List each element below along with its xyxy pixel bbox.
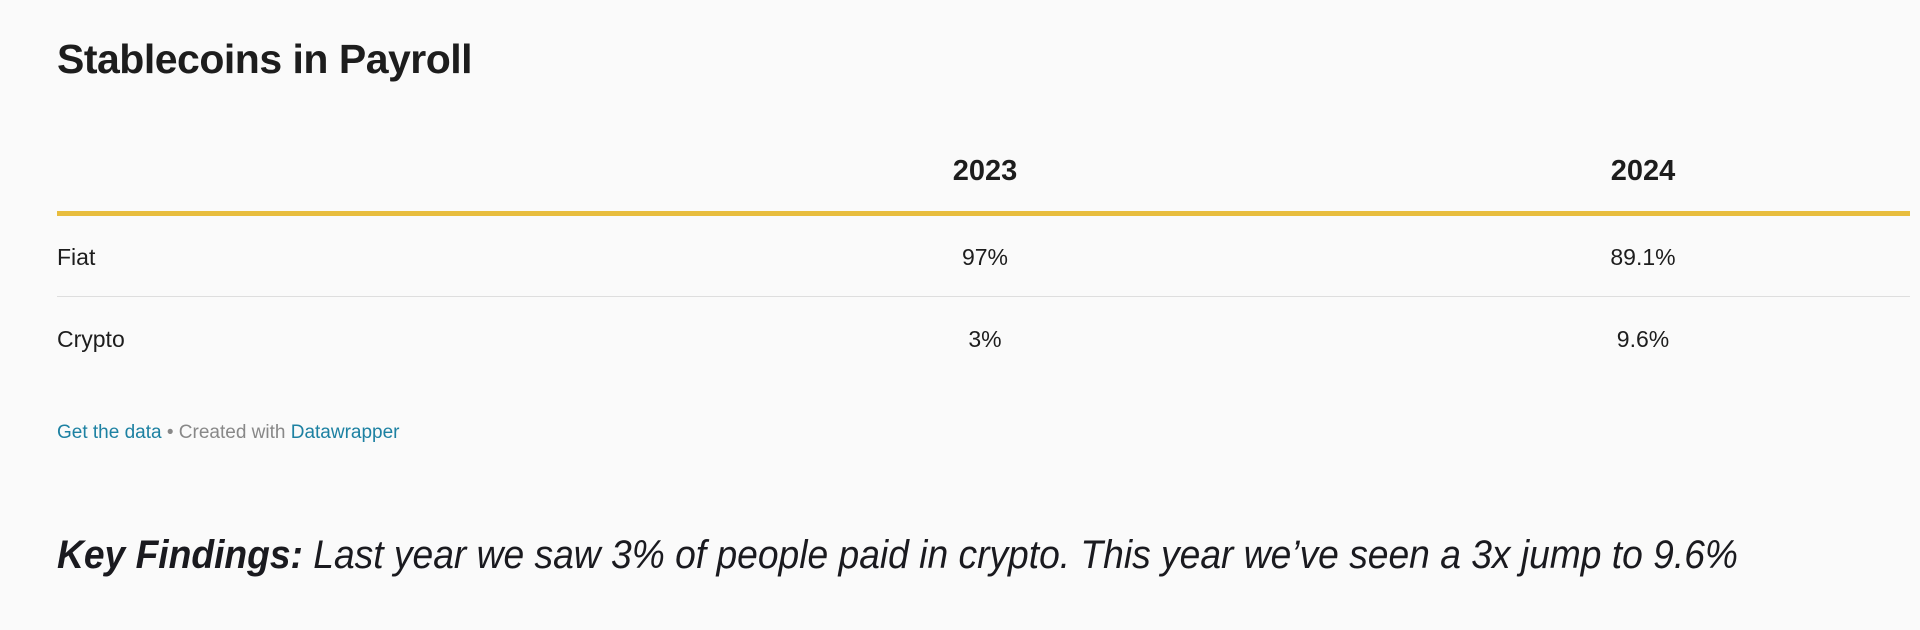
cell-value: 9.6%	[1616, 326, 1670, 352]
footer-separator: • Created with	[161, 422, 291, 443]
row-label: Fiat	[57, 244, 96, 270]
row-divider	[57, 296, 1910, 297]
column-header-2024: 2024	[1610, 155, 1676, 187]
footer: Get the data • Created with Datawrapper	[57, 422, 400, 444]
key-findings: Key Findings: Last year we saw 3% of peo…	[57, 533, 1738, 578]
get-the-data-link[interactable]: Get the data	[57, 422, 162, 443]
cell-value: 89.1%	[1610, 244, 1676, 270]
cell-value: 3%	[968, 326, 1002, 352]
key-findings-text: Last year we saw 3% of people paid in cr…	[302, 533, 1738, 577]
chart-title: Stablecoins in Payroll	[57, 36, 473, 82]
cell-value: 97%	[961, 244, 1009, 270]
row-label: Crypto	[57, 326, 125, 352]
key-findings-label: Key Findings:	[57, 533, 303, 577]
header-rule	[57, 211, 1910, 216]
column-header-2023: 2023	[952, 155, 1018, 187]
datawrapper-link[interactable]: Datawrapper	[290, 422, 400, 443]
